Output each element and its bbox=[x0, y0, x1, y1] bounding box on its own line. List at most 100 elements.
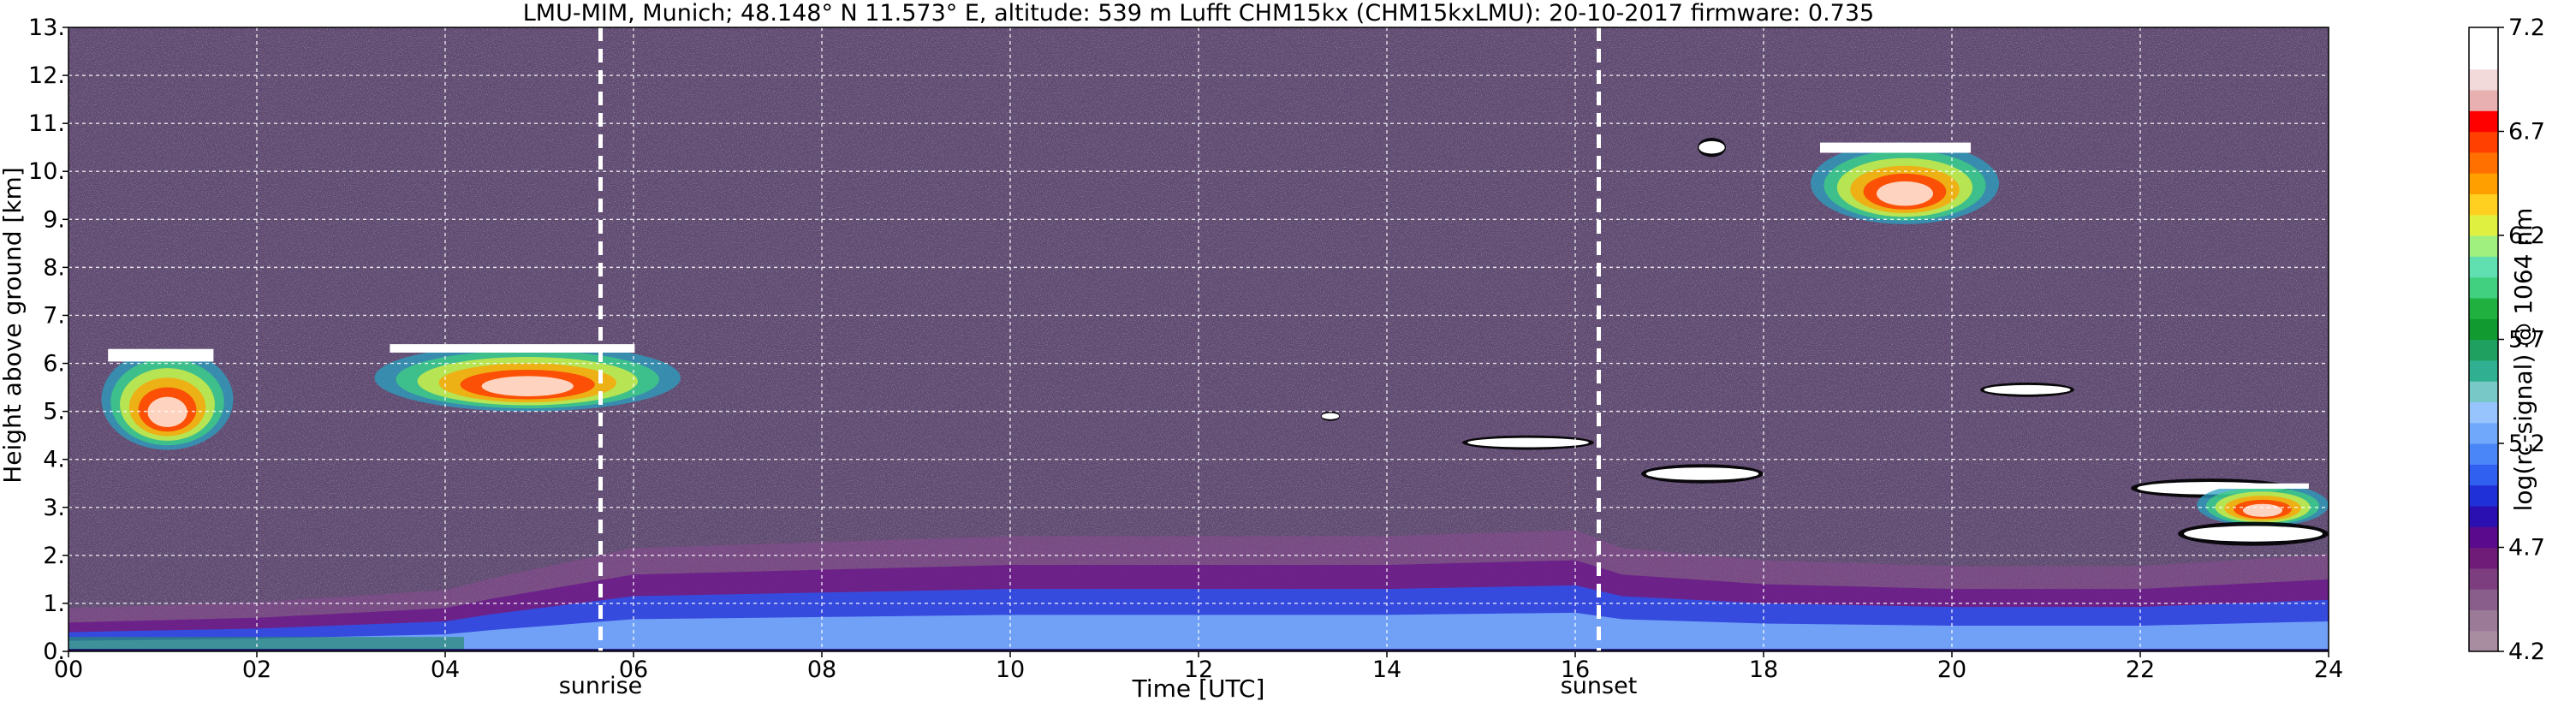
y-tick-label: 8. bbox=[43, 254, 65, 281]
colorbar-segment bbox=[2469, 110, 2498, 133]
colorbar-segment bbox=[2469, 318, 2498, 341]
x-tick-label: 18 bbox=[1749, 656, 1778, 683]
colorbar-segment bbox=[2469, 484, 2498, 507]
colorbar-label: log(rc-signal) @ 1064 nm bbox=[2509, 208, 2537, 512]
y-tick-label: 11. bbox=[28, 110, 65, 137]
cloud-core bbox=[2242, 503, 2283, 517]
y-tick-label: 9. bbox=[43, 206, 65, 233]
cloud-layer bbox=[1321, 411, 1340, 421]
sun-markers: sunrise sunset bbox=[559, 27, 1638, 699]
cloud-top bbox=[1820, 142, 1971, 153]
colorbar-segment bbox=[2469, 609, 2498, 632]
x-tick-label: 20 bbox=[1937, 656, 1966, 683]
cloud-layer bbox=[1462, 435, 1594, 450]
x-tick-label: 04 bbox=[431, 656, 460, 683]
colorbar-segment bbox=[2469, 256, 2498, 278]
cloud-layer bbox=[101, 348, 234, 450]
colorbar-segment bbox=[2469, 214, 2498, 236]
cloud-core bbox=[1645, 467, 1759, 480]
cloud-core bbox=[1321, 413, 1340, 419]
cloud-core bbox=[1467, 437, 1589, 448]
x-tick-label: 10 bbox=[996, 656, 1025, 683]
x-tick-label: 02 bbox=[242, 656, 271, 683]
y-axis: 0. 1. 2. 3. 4. 5. 6. 7. 8. 9. 10. 11. 12. 13. bbox=[28, 15, 68, 665]
x-tick-label: 06 bbox=[619, 656, 648, 683]
colorbar-segment bbox=[2469, 89, 2498, 111]
x-axis-label: Time [UTC] bbox=[1132, 674, 1265, 703]
y-tick-label: 13. bbox=[28, 15, 65, 41]
colorbar-segment bbox=[2469, 401, 2498, 424]
cloud-core bbox=[2184, 526, 2323, 542]
colorbar-segment bbox=[2469, 630, 2498, 652]
cloud-core bbox=[481, 376, 574, 396]
y-tick-label: 6. bbox=[43, 351, 65, 377]
cloud-core bbox=[1877, 181, 1933, 206]
y-tick-label: 1. bbox=[43, 591, 65, 617]
y-axis-label: Height above ground [km] bbox=[0, 167, 27, 484]
colorbar-segment bbox=[2469, 339, 2498, 361]
colorbar-segment bbox=[2469, 443, 2498, 465]
colorbar: 4.2 4.7 5.2 5.7 6.2 6.7 7.2 bbox=[2468, 15, 2545, 665]
colorbar-segment bbox=[2469, 193, 2498, 216]
colorbar-segment bbox=[2469, 27, 2498, 49]
cloud-layer bbox=[1641, 464, 1764, 484]
colorbar-segment bbox=[2469, 505, 2498, 527]
colorbar-segment bbox=[2469, 297, 2498, 319]
colorbar-tick-label: 5.7 bbox=[2508, 327, 2545, 354]
x-tick-label: 16 bbox=[1561, 656, 1590, 683]
cloud-top bbox=[390, 344, 635, 353]
colorbar-tick-label: 5.2 bbox=[2508, 431, 2545, 457]
colorbar-tick-label: 7.2 bbox=[2508, 15, 2545, 41]
cloud-layer bbox=[2178, 521, 2329, 546]
y-tick-label: 7. bbox=[43, 302, 65, 329]
y-tick-label: 12. bbox=[28, 62, 65, 89]
cloud-layer bbox=[1811, 142, 1999, 224]
colorbar-segment bbox=[2469, 567, 2498, 590]
colorbar-segment bbox=[2469, 235, 2498, 257]
x-tick-label: 00 bbox=[54, 656, 83, 683]
marker-label: sunset bbox=[1561, 673, 1638, 699]
x-tick-label: 24 bbox=[2314, 656, 2343, 683]
y-tick-label: 5. bbox=[43, 399, 65, 425]
colorbar-segment bbox=[2469, 589, 2498, 610]
cloud-layer bbox=[1980, 382, 2074, 397]
marker-label: sunrise bbox=[559, 673, 643, 699]
cloud-top bbox=[2203, 483, 2309, 490]
colorbar-segment bbox=[2469, 152, 2498, 174]
colorbar-segment bbox=[2469, 422, 2498, 444]
cloud-core bbox=[1984, 384, 2071, 395]
colorbar-tick-label: 6.2 bbox=[2508, 223, 2545, 249]
colorbar-tick-label: 4.7 bbox=[2508, 535, 2545, 561]
colorbar-tick-label: 4.2 bbox=[2508, 639, 2545, 665]
cloud-layer bbox=[374, 344, 681, 412]
surface-layer bbox=[68, 637, 464, 651]
cloud-layer bbox=[2197, 483, 2329, 527]
cloud-core bbox=[1698, 140, 1725, 154]
colorbar-segment bbox=[2469, 131, 2498, 153]
y-tick-label: 4. bbox=[43, 447, 65, 473]
x-tick-label: 14 bbox=[1372, 656, 1401, 683]
cloud-layers bbox=[101, 137, 2329, 546]
x-tick-label: 12 bbox=[1184, 656, 1213, 683]
cloud-layer bbox=[1698, 137, 1726, 157]
y-tick-label: 10. bbox=[28, 158, 65, 185]
x-tick-label: 08 bbox=[807, 656, 836, 683]
x-axis: 00 02 04 06 08 10 12 14 16 18 20 22 24 bbox=[54, 651, 2343, 683]
colorbar-segment bbox=[2469, 381, 2498, 402]
colorbar-segment bbox=[2469, 359, 2498, 382]
colorbar-segment bbox=[2469, 173, 2498, 194]
colorbar-segment bbox=[2469, 547, 2498, 569]
colorbar-tick-label: 6.7 bbox=[2508, 119, 2545, 146]
ground-strip bbox=[68, 649, 2329, 651]
cloud-top bbox=[108, 348, 214, 362]
x-tick-label: 22 bbox=[2126, 656, 2155, 683]
y-tick-label: 3. bbox=[43, 495, 65, 521]
y-tick-label: 2. bbox=[43, 543, 65, 569]
chart-title: LMU-MIM, Munich; 48.148° N 11.573° E, al… bbox=[523, 0, 1874, 27]
plot-area: sunrise sunset bbox=[68, 27, 2329, 699]
colorbar-segment bbox=[2469, 526, 2498, 549]
y-tick-label: 0. bbox=[43, 639, 65, 665]
colorbar-segment bbox=[2469, 464, 2498, 486]
colorbar-segment bbox=[2469, 276, 2498, 299]
